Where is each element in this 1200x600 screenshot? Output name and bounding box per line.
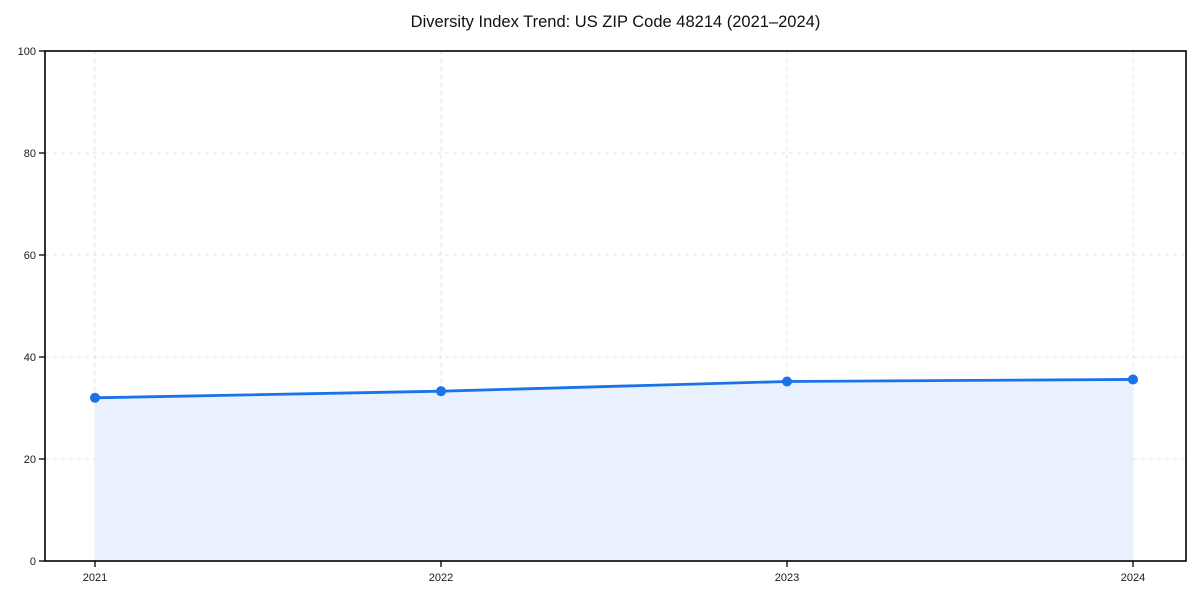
y-tick-label: 80 [24, 148, 36, 160]
y-tick-label: 40 [24, 352, 36, 364]
plot-border [44, 50, 1187, 562]
x-tick-label: 2023 [775, 572, 799, 584]
chart-title: Diversity Index Trend: US ZIP Code 48214… [410, 13, 821, 31]
area-fill [95, 379, 1133, 561]
y-tick-label: 0 [30, 556, 36, 568]
data-point-marker [1128, 374, 1138, 385]
y-tick-label: 60 [24, 250, 36, 262]
data-point-marker [782, 376, 792, 387]
x-tick-label: 2021 [83, 572, 107, 584]
data-point-marker [90, 392, 100, 403]
y-tick-label: 20 [24, 454, 36, 466]
trend-line [93, 378, 1135, 400]
x-tick-label: 2024 [1121, 572, 1145, 584]
x-tick-label: 2022 [429, 572, 453, 584]
data-point-marker [436, 386, 446, 397]
y-tick-label: 100 [18, 46, 36, 58]
